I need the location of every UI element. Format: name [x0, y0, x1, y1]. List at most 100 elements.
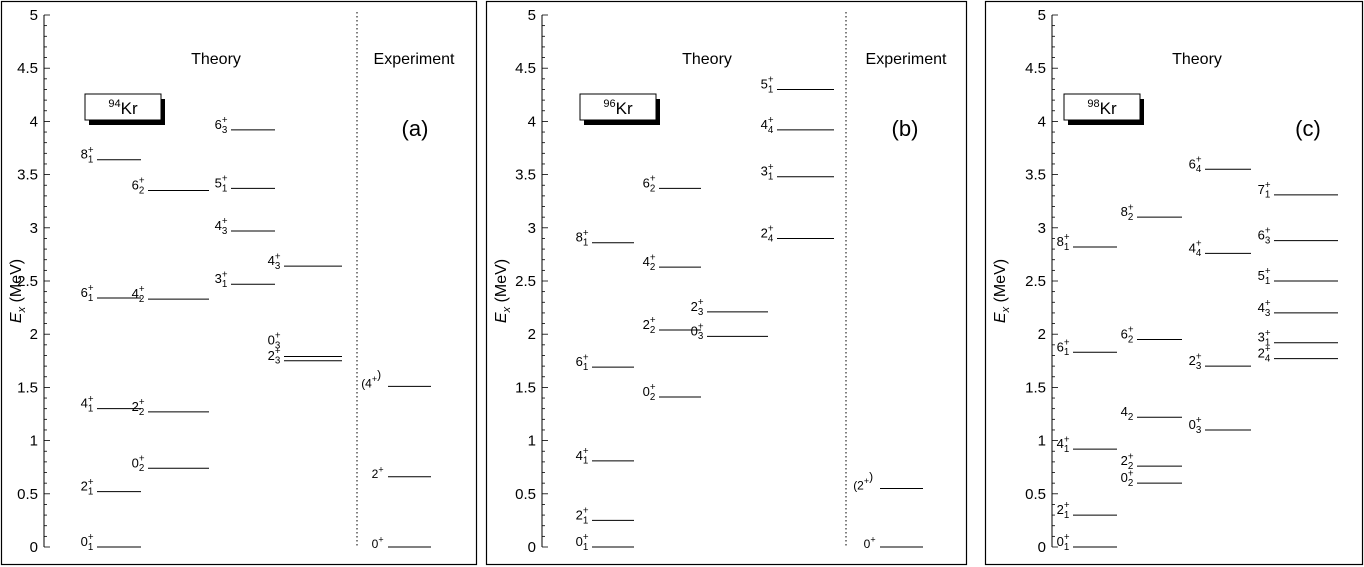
theory-level-label: 2+ 3 [268, 346, 281, 367]
theory-level-label: 2+ 2 [1121, 451, 1134, 472]
theory-level-label: 0+ 2 [643, 382, 656, 403]
y-tick-label: 0 [528, 539, 536, 556]
panel-label: (a) [402, 116, 429, 141]
y-tick-label: 3.5 [1025, 167, 1046, 184]
y-axis-title: Ex (MeV) [992, 259, 1012, 323]
theory-level-label: 0+ 3 [268, 331, 281, 352]
y-tick-label: 0.5 [17, 486, 38, 503]
theory-level-label: 3+ 1 [1258, 328, 1271, 349]
experiment-level-label: 0+ [864, 535, 876, 551]
y-tick-label: 2 [1038, 326, 1046, 343]
theory-level-label: 5+ 1 [1258, 266, 1271, 287]
y-tick-label: 0.5 [1025, 486, 1046, 503]
experiment-level-label: (2+) [853, 469, 873, 492]
theory-level-label: 3+ 1 [215, 269, 228, 290]
theory-level-label: 0+ 1 [81, 532, 94, 553]
panel-b: 0 0.5 1 1.5 2 2.5 3 3.5 4 4.5 5 Ex (MeV) Theory Exper… [485, 0, 968, 566]
theory-level-label: 8+ 1 [81, 145, 94, 166]
experiment-level-label: (4+) [361, 367, 381, 390]
panel-label: (c) [1295, 116, 1321, 141]
theory-level-label: 6+ 2 [643, 174, 656, 195]
theory-level-label: 8+ 1 [576, 228, 589, 249]
theory-level-label: 2+ 3 [691, 297, 704, 318]
y-tick-label: 3.5 [515, 167, 536, 184]
y-tick-label: 5 [1038, 7, 1046, 24]
theory-level-label: 42 [1121, 404, 1134, 423]
theory-level-label: 6+ 2 [1121, 325, 1134, 346]
y-tick-label: 2.5 [17, 273, 38, 290]
theory-level-label: 0+ 2 [1121, 468, 1134, 489]
theory-level-label: 0+ 1 [576, 532, 589, 553]
y-axis-title: Ex (MeV) [493, 259, 513, 323]
theory-level-label: 8+ 2 [1121, 202, 1134, 223]
panel-frame [0, 0, 478, 566]
theory-level-label: 2+ 1 [81, 477, 94, 498]
panel-label: (b) [892, 116, 919, 141]
y-tick-label: 5 [30, 7, 38, 24]
theory-level-label: 2+ 4 [1258, 344, 1271, 365]
y-tick-label: 1.5 [1025, 379, 1046, 396]
y-tick-label: 1 [30, 433, 38, 450]
theory-level-label: 4+ 1 [81, 394, 94, 415]
theory-level-label: 7+ 1 [1258, 180, 1271, 201]
y-tick-label: 0 [30, 539, 38, 556]
theory-title: Theory [191, 51, 241, 68]
y-tick-label: 2 [30, 326, 38, 343]
y-tick-label: 2.5 [515, 273, 536, 290]
theory-level-label: 4+ 1 [576, 446, 589, 467]
theory-level-label: 6+ 1 [576, 352, 589, 373]
nucleus-box [579, 93, 657, 121]
experiment-title: Experiment [374, 51, 455, 68]
theory-level-label: 6+ 4 [1189, 154, 1202, 175]
y-tick-label: 4.5 [1025, 60, 1046, 77]
y-tick-label: 0 [1038, 539, 1046, 556]
theory-level-label: 3+ 1 [761, 162, 774, 183]
theory-level-label: 6+ 2 [132, 176, 145, 197]
theory-level-label: 4+ 3 [215, 216, 228, 237]
theory-title: Theory [1172, 51, 1222, 68]
theory-level-label: 8+ 1 [1057, 232, 1070, 253]
theory-title: Theory [682, 51, 732, 68]
theory-level-label: 0+ 3 [1189, 415, 1202, 436]
theory-level-label: 2+ 2 [132, 397, 145, 418]
theory-level-label: 2+ 3 [1189, 351, 1202, 372]
theory-level-label: 6+ 3 [215, 115, 228, 136]
y-tick-label: 5 [528, 7, 536, 24]
y-tick-label: 4 [1038, 113, 1046, 130]
y-axis-title: Ex (MeV) [8, 259, 28, 323]
y-tick-label: 4.5 [17, 60, 38, 77]
y-tick-label: 0.5 [515, 486, 536, 503]
theory-level-label: 2+ 1 [576, 506, 589, 527]
theory-level-label: 4+ 4 [761, 115, 774, 136]
theory-level-label: 4+ 4 [1189, 238, 1202, 259]
theory-level-label: 5+ 1 [761, 75, 774, 96]
y-tick-label: 4.5 [515, 60, 536, 77]
experiment-level-label: 0+ [372, 535, 384, 551]
theory-level-label: 2+ 1 [1057, 500, 1070, 521]
theory-level-label: 4+ 1 [1057, 434, 1070, 455]
theory-level-label: 4+ 2 [132, 284, 145, 305]
nucleus-label: 98Kr [1087, 98, 1117, 118]
y-tick-label: 1.5 [515, 379, 536, 396]
theory-level-label: 2+ 4 [761, 224, 774, 245]
nucleus-box [1063, 93, 1141, 121]
theory-level-label: 2+ 2 [643, 315, 656, 336]
theory-level-label: 0+ 3 [691, 321, 704, 342]
theory-level-label: 4+ 2 [643, 252, 656, 273]
y-tick-label: 4 [528, 113, 536, 130]
nucleus-label: 94Kr [108, 98, 138, 118]
experiment-level-label: 2+ [372, 464, 384, 480]
theory-level-label: 6+ 1 [1057, 337, 1070, 358]
panel-frame [485, 0, 968, 566]
panel-c: 0 0.5 1 1.5 2 2.5 3 3.5 4 4.5 5 Ex (MeV) Theory (c) 98… [984, 0, 1364, 566]
nucleus-label: 96Kr [603, 98, 633, 118]
y-tick-label: 1 [528, 433, 536, 450]
y-tick-label: 2 [528, 326, 536, 343]
y-tick-label: 3.5 [17, 167, 38, 184]
y-tick-label: 3 [1038, 220, 1046, 237]
panel-a: 0 0.5 1 1.5 2 2.5 3 3.5 4 4.5 5 Ex (MeV) Theory Exper… [0, 0, 478, 566]
theory-level-label: 0+ 1 [1057, 532, 1070, 553]
y-tick-label: 3 [528, 220, 536, 237]
y-tick-label: 2.5 [1025, 273, 1046, 290]
